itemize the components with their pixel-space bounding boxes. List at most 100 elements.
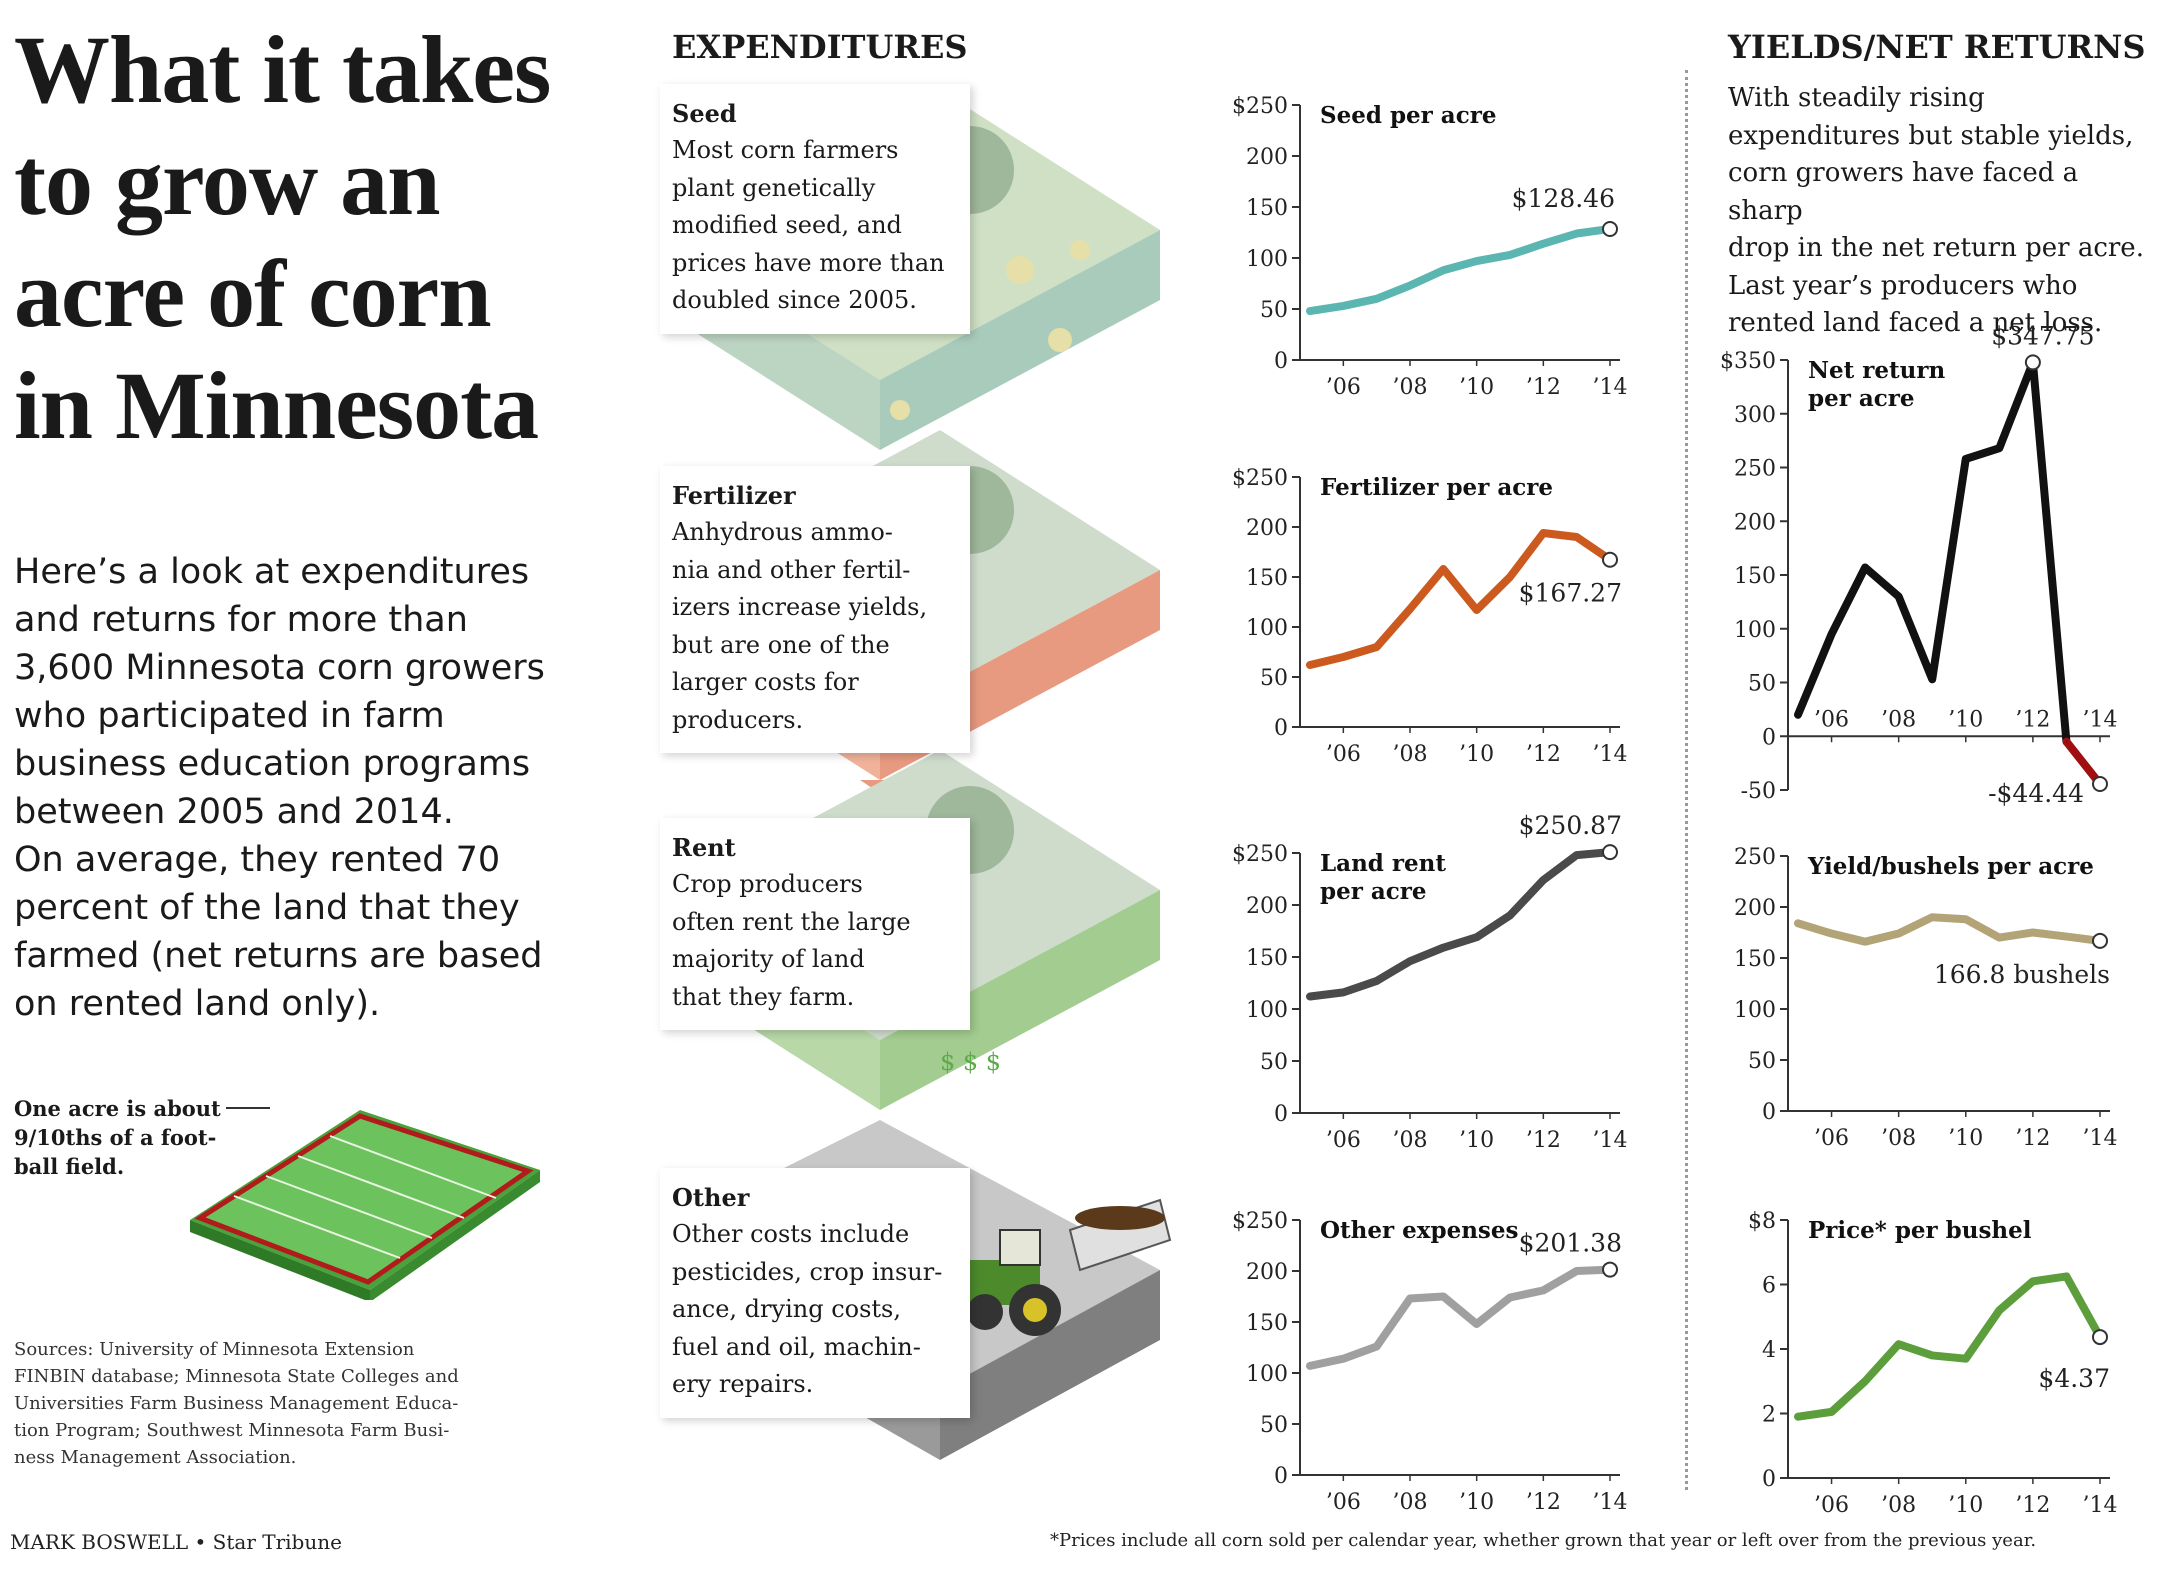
y-tick-label: 0 (1762, 1467, 1776, 1492)
y-tick-label: $250 (1232, 94, 1288, 119)
field-note-line: 9/10ths of a foot- (14, 1125, 217, 1150)
field-note-line: ball field. (14, 1154, 125, 1179)
headline-line: to grow an (14, 128, 441, 235)
rent-description: Rent Crop producers often rent the large… (660, 818, 970, 1030)
x-tick-label: ’06 (1814, 707, 1849, 732)
headline: What it takes to grow an acre of corn in… (14, 14, 614, 462)
x-tick-label: ’10 (1459, 742, 1494, 767)
description-line: prices have more than (672, 248, 945, 277)
football-field-illustration (190, 1107, 540, 1300)
data-point (1864, 941, 1866, 943)
data-point (1931, 916, 1933, 918)
other-description: Other Other costs include pesticides, cr… (660, 1168, 970, 1418)
description-line: modified seed, and (672, 211, 902, 239)
headline-line: What it takes (14, 16, 551, 123)
end-marker (1602, 551, 1618, 568)
headline-line: acre of corn (14, 240, 492, 347)
y-tick-label: 250 (1734, 457, 1776, 482)
data-point (1342, 1358, 1344, 1360)
data-point (1442, 1296, 1444, 1297)
y-tick-label: 100 (1734, 618, 1776, 643)
data-point (2065, 1275, 2067, 1277)
chart-title: Fertilizer per acre (1320, 474, 1553, 501)
data-point (1309, 310, 1311, 312)
seed-chart: $250 200 150 100 50 0 ’06 ’08 ’10 ’12 ’14 Seed per … (1232, 94, 1628, 400)
data-point (1542, 243, 1544, 245)
data-point (1442, 568, 1444, 570)
data-point (1376, 646, 1378, 648)
fertilizer-chart: $250 200 150 100 50 0 ’06 ’08 ’10 ’12 ’14 Fertilize… (1232, 466, 1628, 767)
chart-title: per acre (1320, 878, 1427, 905)
y-tick-label: 50 (1260, 1413, 1288, 1438)
other-expenses-chart: $250 200 150 100 50 0 ’06 ’08 ’10 ’12 ’14 Other exp… (1232, 1209, 1628, 1515)
description-line: plant genetically (672, 173, 876, 202)
description-line: producers. (672, 705, 804, 734)
x-tick-label: ’06 (1814, 1493, 1849, 1518)
x-tick-label: ’10 (1948, 1493, 1983, 1518)
end-value-label: $167.27 (1519, 579, 1622, 608)
chart-title: Price* per bushel (1808, 1217, 2032, 1244)
description-line: Crop producers (672, 870, 863, 898)
intro-line: business education programs (14, 744, 531, 784)
y-tick-label: 250 (1734, 845, 1776, 870)
data-point (1376, 980, 1378, 982)
end-value-label: $4.37 (2038, 1364, 2110, 1393)
sources-line: Universities Farm Business Management Ed… (14, 1393, 459, 1414)
data-point (1509, 914, 1511, 916)
y-tick-label: 300 (1734, 403, 1776, 428)
chart-title: Net return (1808, 357, 1946, 384)
data-point (2032, 1280, 2034, 1282)
y-tick-label: 4 (1762, 1338, 1776, 1363)
data-point (1576, 1270, 1578, 1272)
x-tick-label: ’06 (1326, 375, 1361, 400)
y-tick-label: 200 (1246, 145, 1288, 170)
x-tick-label: ’12 (2015, 1126, 2050, 1151)
x-tick-label: ’10 (1948, 707, 1983, 732)
description-line: ance, drying costs, (672, 1295, 901, 1323)
data-point (1409, 608, 1411, 610)
yields-line: With steadily rising (1728, 83, 1985, 113)
data-point (1442, 269, 1444, 271)
y-tick-label: 50 (1748, 672, 1776, 697)
football-field-note: One acre is about 9/10ths of a foot- bal… (14, 1094, 244, 1181)
data-point (1542, 879, 1544, 881)
sources-line: ness Management Association. (14, 1447, 297, 1468)
data-point (1831, 1411, 1833, 1413)
intro-line: On average, they rented 70 (14, 840, 501, 880)
x-tick-label: ’14 (2083, 1126, 2118, 1151)
net-return-chart: $350 300 250 200 150 100 50 0 -50 ’06 ’08 ’10 ’12 ’14… (1720, 321, 2118, 808)
data-point (1898, 596, 1900, 597)
data-point (1376, 298, 1378, 300)
y-tick-label: 0 (1274, 716, 1288, 741)
data-point (1797, 714, 1799, 716)
y-tick-label: 50 (1260, 666, 1288, 691)
x-tick-label: ’12 (1526, 1128, 1561, 1153)
data-point (1965, 918, 1967, 920)
fertilizer-title: Fertilizer (672, 481, 796, 510)
chart-title: per acre (1808, 385, 1915, 412)
y-tick-label: 0 (1274, 1102, 1288, 1127)
yields-line: corn growers have faced a sharp (1728, 158, 2079, 226)
yields-line: rented land faced a net loss. (1728, 308, 2103, 338)
y-tick-label: 50 (1260, 298, 1288, 323)
end-marker (2092, 932, 2108, 949)
series-line (1306, 529, 1614, 669)
net-return-line (1794, 358, 2071, 746)
intro-line: and returns for more than (14, 600, 468, 640)
data-point (1831, 633, 1833, 635)
x-tick-label: ’08 (1393, 1490, 1428, 1515)
x-tick-label: ’10 (1459, 375, 1494, 400)
data-point (1864, 566, 1866, 568)
svg-text:$ $ $: $ $ $ (940, 1048, 1001, 1076)
x-tick-label: ’12 (1526, 375, 1561, 400)
y-tick-label: 100 (1246, 616, 1288, 641)
yields-heading: YIELDS/NET RETURNS (1728, 28, 2146, 66)
description-line: doubled since 2005. (672, 286, 917, 314)
data-point (1509, 576, 1511, 578)
y-tick-label: 0 (1762, 1100, 1776, 1125)
data-point (1998, 937, 2000, 939)
description-line: majority of land (672, 945, 865, 973)
x-tick-label: ’14 (2083, 1493, 2118, 1518)
sources-line: FINBIN database; Minnesota State College… (14, 1366, 459, 1387)
end-value-label: $128.46 (1512, 184, 1615, 213)
